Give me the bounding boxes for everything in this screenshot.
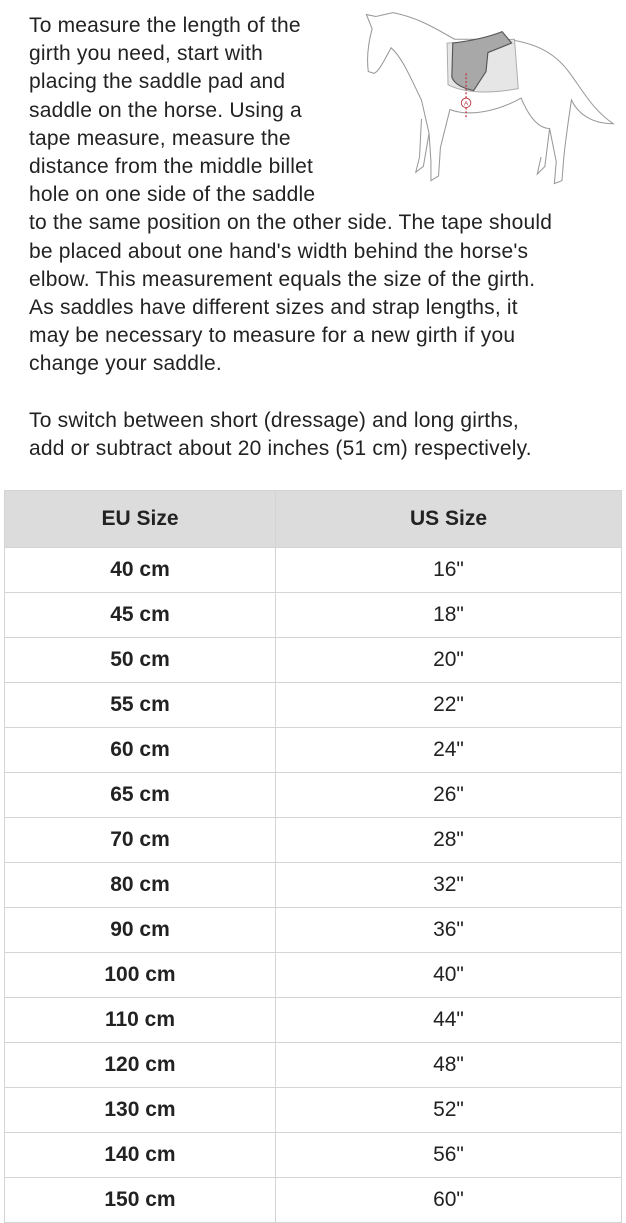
us-size-cell: 18" — [275, 592, 622, 638]
intro-line: To switch between short (dressage) and l… — [29, 408, 519, 432]
intro-line: elbow. This measurement equals the size … — [29, 267, 536, 291]
us-size-cell: 40" — [275, 952, 622, 998]
intro-text: To measure the length of the girth you ne… — [29, 12, 552, 463]
table-row: 55 cm 22" — [4, 682, 622, 728]
us-size-cell: 44" — [275, 997, 622, 1043]
table-row: 130 cm 52" — [4, 1087, 622, 1133]
us-size-cell: 26" — [275, 772, 622, 818]
eu-size-cell: 70 cm — [4, 817, 276, 863]
table-row: 80 cm 32" — [4, 862, 622, 908]
us-size-cell: 28" — [275, 817, 622, 863]
table-row: 140 cm 56" — [4, 1132, 622, 1178]
us-size-cell: 22" — [275, 682, 622, 728]
table-row: 40 cm 16" — [4, 547, 622, 593]
us-size-cell: 52" — [275, 1087, 622, 1133]
us-size-cell: 24" — [275, 727, 622, 773]
eu-size-cell: 140 cm — [4, 1132, 276, 1178]
us-size-cell: 48" — [275, 1042, 622, 1088]
eu-size-cell: 40 cm — [4, 547, 276, 593]
table-row: 60 cm 24" — [4, 727, 622, 773]
eu-size-cell: 110 cm — [4, 997, 276, 1043]
intro-line: change your saddle. — [29, 352, 222, 376]
intro-line: saddle on the horse. Using a — [29, 98, 302, 122]
eu-size-cell: 55 cm — [4, 682, 276, 728]
us-size-cell: 32" — [275, 862, 622, 908]
eu-size-cell: 120 cm — [4, 1042, 276, 1088]
intro-line: girth you need, start with — [29, 42, 263, 66]
us-size-cell: 60" — [275, 1177, 622, 1223]
eu-size-cell: 150 cm — [4, 1177, 276, 1223]
table-row: 50 cm 20" — [4, 637, 622, 683]
size-table: EU Size US Size 40 cm 16" 45 cm 18" 50 cm 20"… — [4, 490, 622, 1223]
eu-size-cell: 90 cm — [4, 907, 276, 953]
intro-line: To measure the length of the — [29, 14, 301, 37]
us-size-cell: 20" — [275, 637, 622, 683]
table-row: 120 cm 48" — [4, 1042, 622, 1088]
table-row: 100 cm 40" — [4, 952, 622, 998]
table-row: 90 cm 36" — [4, 907, 622, 953]
table-row: 65 cm 26" — [4, 772, 622, 818]
intro-line: add or subtract about 20 inches (51 cm) … — [29, 436, 532, 460]
eu-size-cell: 100 cm — [4, 952, 276, 998]
eu-size-cell: 50 cm — [4, 637, 276, 683]
horse-girth-illustration: A — [365, 12, 615, 185]
us-size-cell: 56" — [275, 1132, 622, 1178]
us-size-cell: 16" — [275, 547, 622, 593]
intro-line: may be necessary to measure for a new gi… — [29, 324, 516, 348]
intro-line: be placed about one hand's width behind … — [29, 239, 529, 263]
header-us-size: US Size — [275, 490, 622, 548]
table-row: 150 cm 60" — [4, 1177, 622, 1223]
intro-line: distance from the middle billet — [29, 155, 313, 179]
table-header-row: EU Size US Size — [4, 490, 622, 548]
paragraph-gap — [29, 379, 552, 407]
header-eu-size: EU Size — [4, 490, 276, 548]
intro-line: tape measure, measure the — [29, 126, 291, 150]
eu-size-cell: 130 cm — [4, 1087, 276, 1133]
intro-line: hole on one side of the saddle — [29, 183, 316, 207]
eu-size-cell: 65 cm — [4, 772, 276, 818]
illustration-label: A — [464, 101, 469, 108]
intro-line: As saddles have different sizes and stra… — [29, 296, 518, 320]
intro-line: to the same position on the other side. … — [29, 211, 553, 235]
intro-line: placing the saddle pad and — [29, 70, 286, 94]
table-row: 70 cm 28" — [4, 817, 622, 863]
eu-size-cell: 45 cm — [4, 592, 276, 638]
table-row: 45 cm 18" — [4, 592, 622, 638]
eu-size-cell: 80 cm — [4, 862, 276, 908]
table-row: 110 cm 44" — [4, 997, 622, 1043]
eu-size-cell: 60 cm — [4, 727, 276, 773]
us-size-cell: 36" — [275, 907, 622, 953]
